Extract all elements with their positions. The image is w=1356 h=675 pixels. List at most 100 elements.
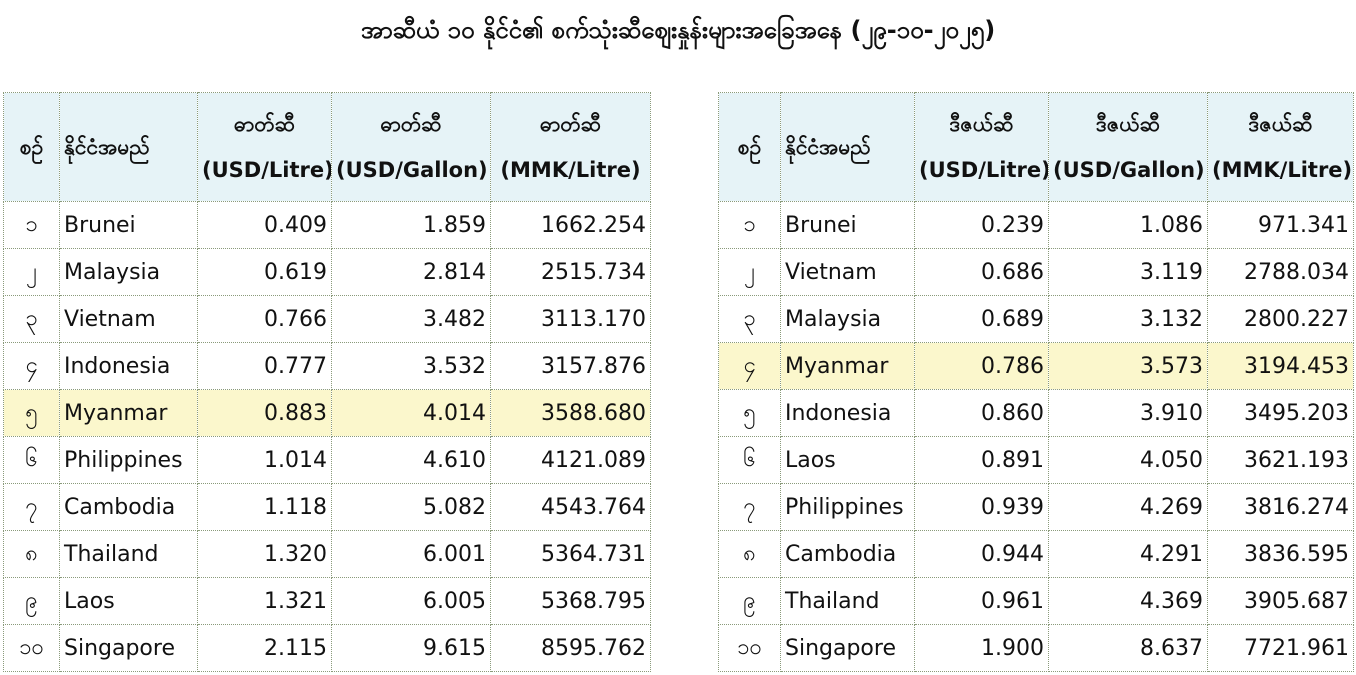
price: 5.082	[331, 483, 491, 531]
price: 3905.687	[1207, 577, 1354, 625]
price: 6.005	[331, 577, 491, 625]
row: ၁၀ Singapore 2.115 9.615 8595.762	[3, 624, 651, 672]
price: 0.786	[914, 342, 1049, 390]
price: 1.321	[197, 577, 332, 625]
price: 3194.453	[1207, 342, 1354, 390]
price: 0.619	[197, 248, 332, 296]
rank: ၇	[3, 483, 60, 531]
price: 0.409	[197, 201, 332, 249]
header-text: (USD/Gallon)	[1053, 158, 1205, 182]
header-cell: ဓာတ်ဆီ (MMK/Litre)	[490, 92, 651, 202]
row: ၆ Laos 0.891 4.050 3621.193	[718, 436, 1354, 484]
price: 3495.203	[1207, 389, 1354, 437]
price: 0.766	[197, 295, 332, 343]
price: 8.637	[1048, 624, 1208, 672]
rank: ၅	[3, 389, 60, 437]
country: Philippines	[780, 483, 915, 531]
country: Vietnam	[780, 248, 915, 296]
price: 4.014	[331, 389, 491, 437]
rank: ၂	[718, 248, 781, 296]
header-text: ဒီဇယ်ဆီ	[1248, 112, 1313, 136]
price: 3.532	[331, 342, 491, 390]
header-text: ဒီဇယ်ဆီ	[949, 112, 1014, 136]
price: 3816.274	[1207, 483, 1354, 531]
rank: ၁၀	[3, 624, 60, 672]
price: 1.014	[197, 436, 332, 484]
rank: ၄	[3, 342, 60, 390]
header-text: ဒီဇယ်ဆီ	[1095, 112, 1161, 136]
country: Indonesia	[59, 342, 198, 390]
price: 0.891	[914, 436, 1049, 484]
price: 2788.034	[1207, 248, 1354, 296]
rank: ၈	[718, 530, 781, 578]
row: ၁ Brunei 0.239 1.086 971.341	[718, 201, 1354, 249]
header-cell: ဓာတ်ဆီ (USD/Gallon)	[331, 92, 491, 202]
header-row: စဉ် နိုင်ငံအမည် ဒီဇယ်ဆီ (USD/Litre) ဒီဇယ်ဆီ (…	[718, 92, 1354, 202]
petrol-table: စဉ် နိုင်ငံအမည် ဓာတ်ဆီ (USD/Litre) ဓာတ်ဆီ (US…	[3, 92, 651, 672]
header-text: နိုင်ငံအမည်	[64, 135, 150, 159]
row: ၄ Myanmar 0.786 3.573 3194.453	[718, 342, 1354, 390]
row: ၄ Indonesia 0.777 3.532 3157.876	[3, 342, 651, 390]
price: 1.859	[331, 201, 491, 249]
price: 6.001	[331, 530, 491, 578]
rank: ၂	[3, 248, 60, 296]
price: 971.341	[1207, 201, 1354, 249]
rank: ၆	[3, 436, 60, 484]
price: 0.944	[914, 530, 1049, 578]
price: 1.086	[1048, 201, 1208, 249]
rank: ၇	[718, 483, 781, 531]
header-cell: နိုင်ငံအမည်	[59, 92, 198, 202]
country: Thailand	[59, 530, 198, 578]
header-row: စဉ် နိုင်ငံအမည် ဓာတ်ဆီ (USD/Litre) ဓာတ်ဆီ (US…	[3, 92, 651, 202]
price: 0.883	[197, 389, 332, 437]
price: 2.814	[331, 248, 491, 296]
price: 4121.089	[490, 436, 651, 484]
rank: ၆	[718, 436, 781, 484]
price: 3.132	[1048, 295, 1208, 343]
row: ၅ Myanmar 0.883 4.014 3588.680	[3, 389, 651, 437]
price: 0.686	[914, 248, 1049, 296]
price: 7721.961	[1207, 624, 1354, 672]
row: ၁ Brunei 0.409 1.859 1662.254	[3, 201, 651, 249]
price: 0.239	[914, 201, 1049, 249]
country: Myanmar	[59, 389, 198, 437]
price: 0.689	[914, 295, 1049, 343]
price: 3621.193	[1207, 436, 1354, 484]
price: 3157.876	[490, 342, 651, 390]
header-text: ဓာတ်ဆီ	[380, 112, 442, 136]
row: ၂ Vietnam 0.686 3.119 2788.034	[718, 248, 1354, 296]
price: 9.615	[331, 624, 491, 672]
price: 4.369	[1048, 577, 1208, 625]
row: ၇ Philippines 0.939 4.269 3816.274	[718, 483, 1354, 531]
header-text: စဉ်	[737, 135, 762, 159]
country: Brunei	[59, 201, 198, 249]
price: 5364.731	[490, 530, 651, 578]
row: ၅ Indonesia 0.860 3.910 3495.203	[718, 389, 1354, 437]
country: Laos	[59, 577, 198, 625]
rank: ၉	[3, 577, 60, 625]
row: ၉ Laos 1.321 6.005 5368.795	[3, 577, 651, 625]
country: Brunei	[780, 201, 915, 249]
diesel-table: စဉ် နိုင်ငံအမည် ဒီဇယ်ဆီ (USD/Litre) ဒီဇယ်ဆီ (…	[718, 92, 1354, 672]
header-text: (USD/Litre)	[202, 158, 332, 182]
price: 4.291	[1048, 530, 1208, 578]
row: ၈ Thailand 1.320 6.001 5364.731	[3, 530, 651, 578]
header-text: (USD/Gallon)	[336, 158, 488, 182]
header-cell: စဉ်	[3, 92, 60, 202]
price: 4.050	[1048, 436, 1208, 484]
rank: ၃	[718, 295, 781, 343]
country: Singapore	[59, 624, 198, 672]
row: ၃ Vietnam 0.766 3.482 3113.170	[3, 295, 651, 343]
rank: ၁	[3, 201, 60, 249]
price: 3.482	[331, 295, 491, 343]
price: 1.900	[914, 624, 1049, 672]
header-text: (MMK/Litre)	[1212, 158, 1353, 182]
country: Cambodia	[780, 530, 915, 578]
rank: ၅	[718, 389, 781, 437]
price: 2800.227	[1207, 295, 1354, 343]
header-text: ဓာတ်ဆီ	[233, 112, 296, 136]
price: 4.269	[1048, 483, 1208, 531]
country: Philippines	[59, 436, 198, 484]
header-text: (USD/Litre)	[919, 158, 1049, 182]
